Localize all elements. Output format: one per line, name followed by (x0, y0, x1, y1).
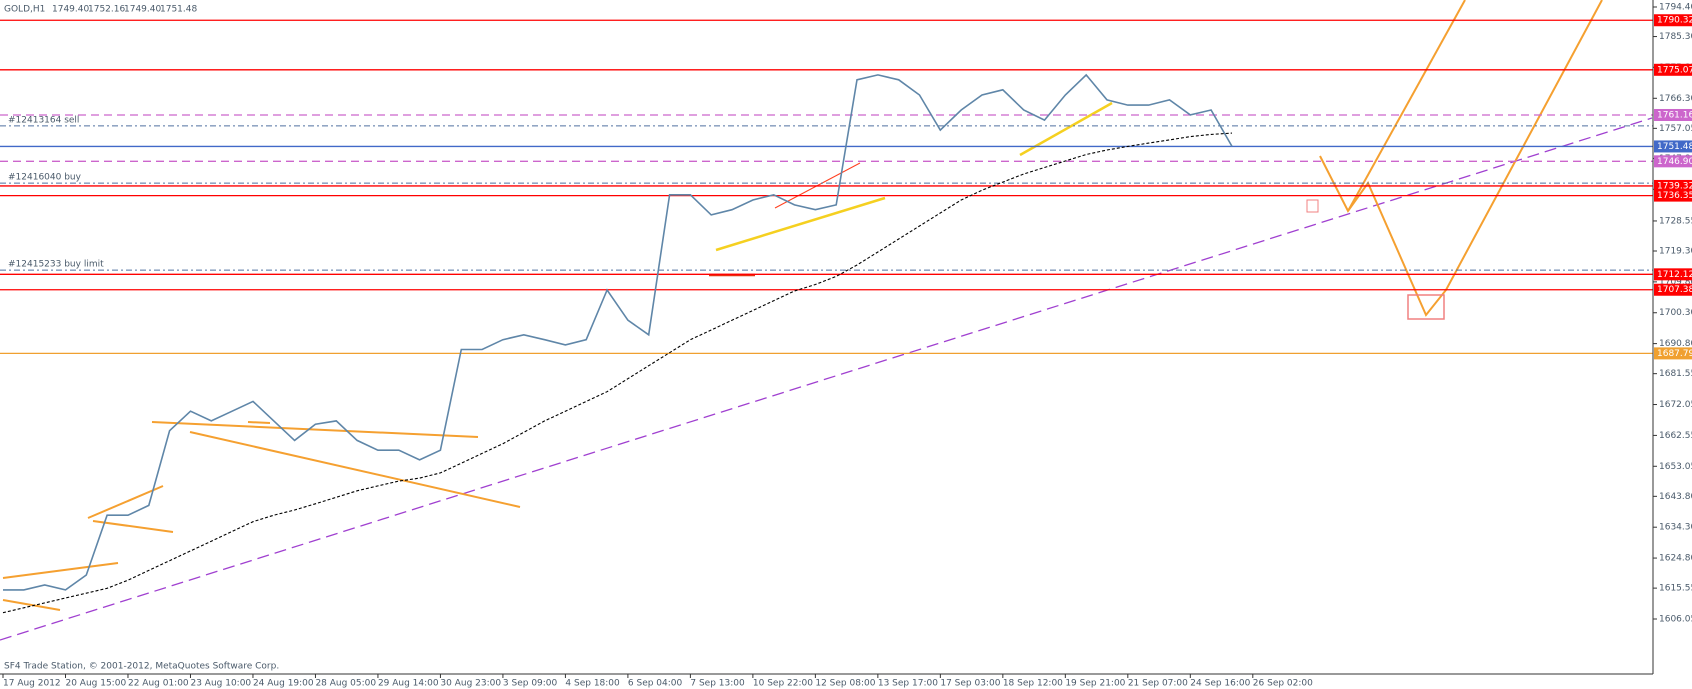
level-label: 1736.35 (1657, 191, 1692, 201)
x-tick-label: 26 Sep 02:00 (1253, 679, 1313, 689)
x-tick-label: 4 Sep 18:00 (565, 679, 620, 689)
x-tick-label: 22 Aug 01:00 (128, 679, 189, 689)
level-label: 1790.32 (1657, 16, 1692, 26)
level-label: 1712.12 (1657, 270, 1692, 280)
channel-line (2, 562, 119, 579)
level-tag (1654, 283, 1692, 296)
target-box (1407, 294, 1445, 320)
x-tick-label: 18 Sep 12:00 (1003, 679, 1063, 689)
y-tick-label: 1606.05 (1659, 614, 1692, 624)
x-tick-label: 23 Aug 10:00 (190, 679, 251, 689)
x-tick-label: 3 Sep 09:00 (503, 679, 558, 689)
y-tick-label: 1634.30 (1659, 523, 1692, 533)
x-tick-label: 6 Sep 04:00 (628, 679, 683, 689)
chart-title: GOLD,H1 (4, 5, 45, 15)
level-tag (1654, 268, 1692, 281)
ohlc: 1752.16 (88, 5, 125, 15)
y-tick-label: 1690.80 (1659, 339, 1692, 349)
level-label: 1707.38 (1657, 285, 1692, 295)
channel-line (87, 485, 164, 519)
level-tag (1654, 63, 1692, 76)
x-tick-label: 13 Sep 17:00 (878, 679, 938, 689)
y-tick-label: 1672.05 (1659, 400, 1692, 410)
level-label: 1751.48 (1657, 142, 1692, 152)
x-tick-label: 30 Aug 23:00 (440, 679, 501, 689)
y-tick-label: 1785.30 (1659, 32, 1692, 42)
x-tick-label: 10 Sep 22:00 (753, 679, 813, 689)
level-tag (1654, 14, 1692, 27)
x-tick-label: 24 Sep 16:00 (1190, 679, 1250, 689)
copyright: SF4 Trade Station, © 2001-2012, MetaQuot… (4, 662, 279, 672)
x-tick-label: 28 Aug 05:00 (315, 679, 376, 689)
x-tick-label: 17 Sep 03:00 (940, 679, 1000, 689)
plot (2, 73, 1233, 614)
x-tick-label: 20 Aug 15:00 (65, 679, 126, 689)
x-tick-label: 29 Aug 14:00 (378, 679, 439, 689)
level-tag (1654, 179, 1692, 192)
ohlc: 1749.40 (124, 5, 161, 15)
x-tick-label: 12 Sep 08:00 (815, 679, 875, 689)
y-tick-label: 1653.05 (1659, 462, 1692, 472)
y-tick-label: 1766.30 (1659, 94, 1692, 104)
x-tick-label: 21 Sep 07:00 (1128, 679, 1188, 689)
x-tick-label: 17 Aug 2012 (3, 679, 61, 689)
y-tick-label: 1624.80 (1659, 554, 1692, 564)
level-label: 1746.90 (1657, 157, 1692, 167)
y-tick-label: 1615.55 (1659, 584, 1692, 594)
level-label: 1739.32 (1657, 181, 1692, 191)
level-label: 1761.16 (1657, 110, 1692, 120)
level-tag (1654, 155, 1692, 168)
level-tag (1654, 347, 1692, 360)
y-tick-label: 1757.05 (1659, 124, 1692, 134)
drawings (0, 0, 1653, 641)
y-tick-label: 1643.80 (1659, 492, 1692, 502)
ohlc: 1749.40 (52, 5, 89, 15)
channel-line (2, 599, 61, 611)
level-tag (1654, 189, 1692, 202)
y-tick-label: 1794.40 (1659, 2, 1692, 12)
level-tag (1654, 140, 1692, 153)
channel-line (247, 421, 271, 424)
y-tick-label: 1681.55 (1659, 369, 1692, 379)
level-tag (1654, 108, 1692, 121)
moving-average (2, 132, 1233, 614)
channel-line (151, 421, 479, 438)
order-label: #12416040 buy (8, 173, 82, 183)
y-tick-label: 1700.30 (1659, 308, 1692, 318)
target-box (1306, 199, 1319, 213)
levels: #12413164 sell #12416040 buy #12415233 buy… (0, 19, 1653, 355)
price-line (3, 73, 1233, 591)
level-label: 1775.07 (1657, 65, 1692, 75)
support-line (715, 196, 886, 252)
order-label: #12415233 buy limit (8, 260, 104, 270)
level-label: 1687.79 (1657, 349, 1692, 359)
projection (1347, 0, 1466, 212)
y-tick-label: 1662.55 (1659, 431, 1692, 441)
x-tick-label: 7 Sep 13:00 (690, 679, 745, 689)
channel-line (92, 520, 174, 533)
ohlc: 1751.48 (160, 5, 197, 15)
order-label: #12413164 sell (8, 115, 79, 125)
channel-line (189, 431, 521, 508)
projection (1319, 0, 1603, 317)
y-tick-label: 1728.55 (1659, 216, 1692, 226)
y-tick-label: 1709.80 (1659, 277, 1692, 287)
x-tick-label: 24 Aug 19:00 (253, 679, 314, 689)
y-tick-label: 1719.30 (1659, 247, 1692, 257)
x-tick-label: 19 Sep 21:00 (1065, 679, 1125, 689)
